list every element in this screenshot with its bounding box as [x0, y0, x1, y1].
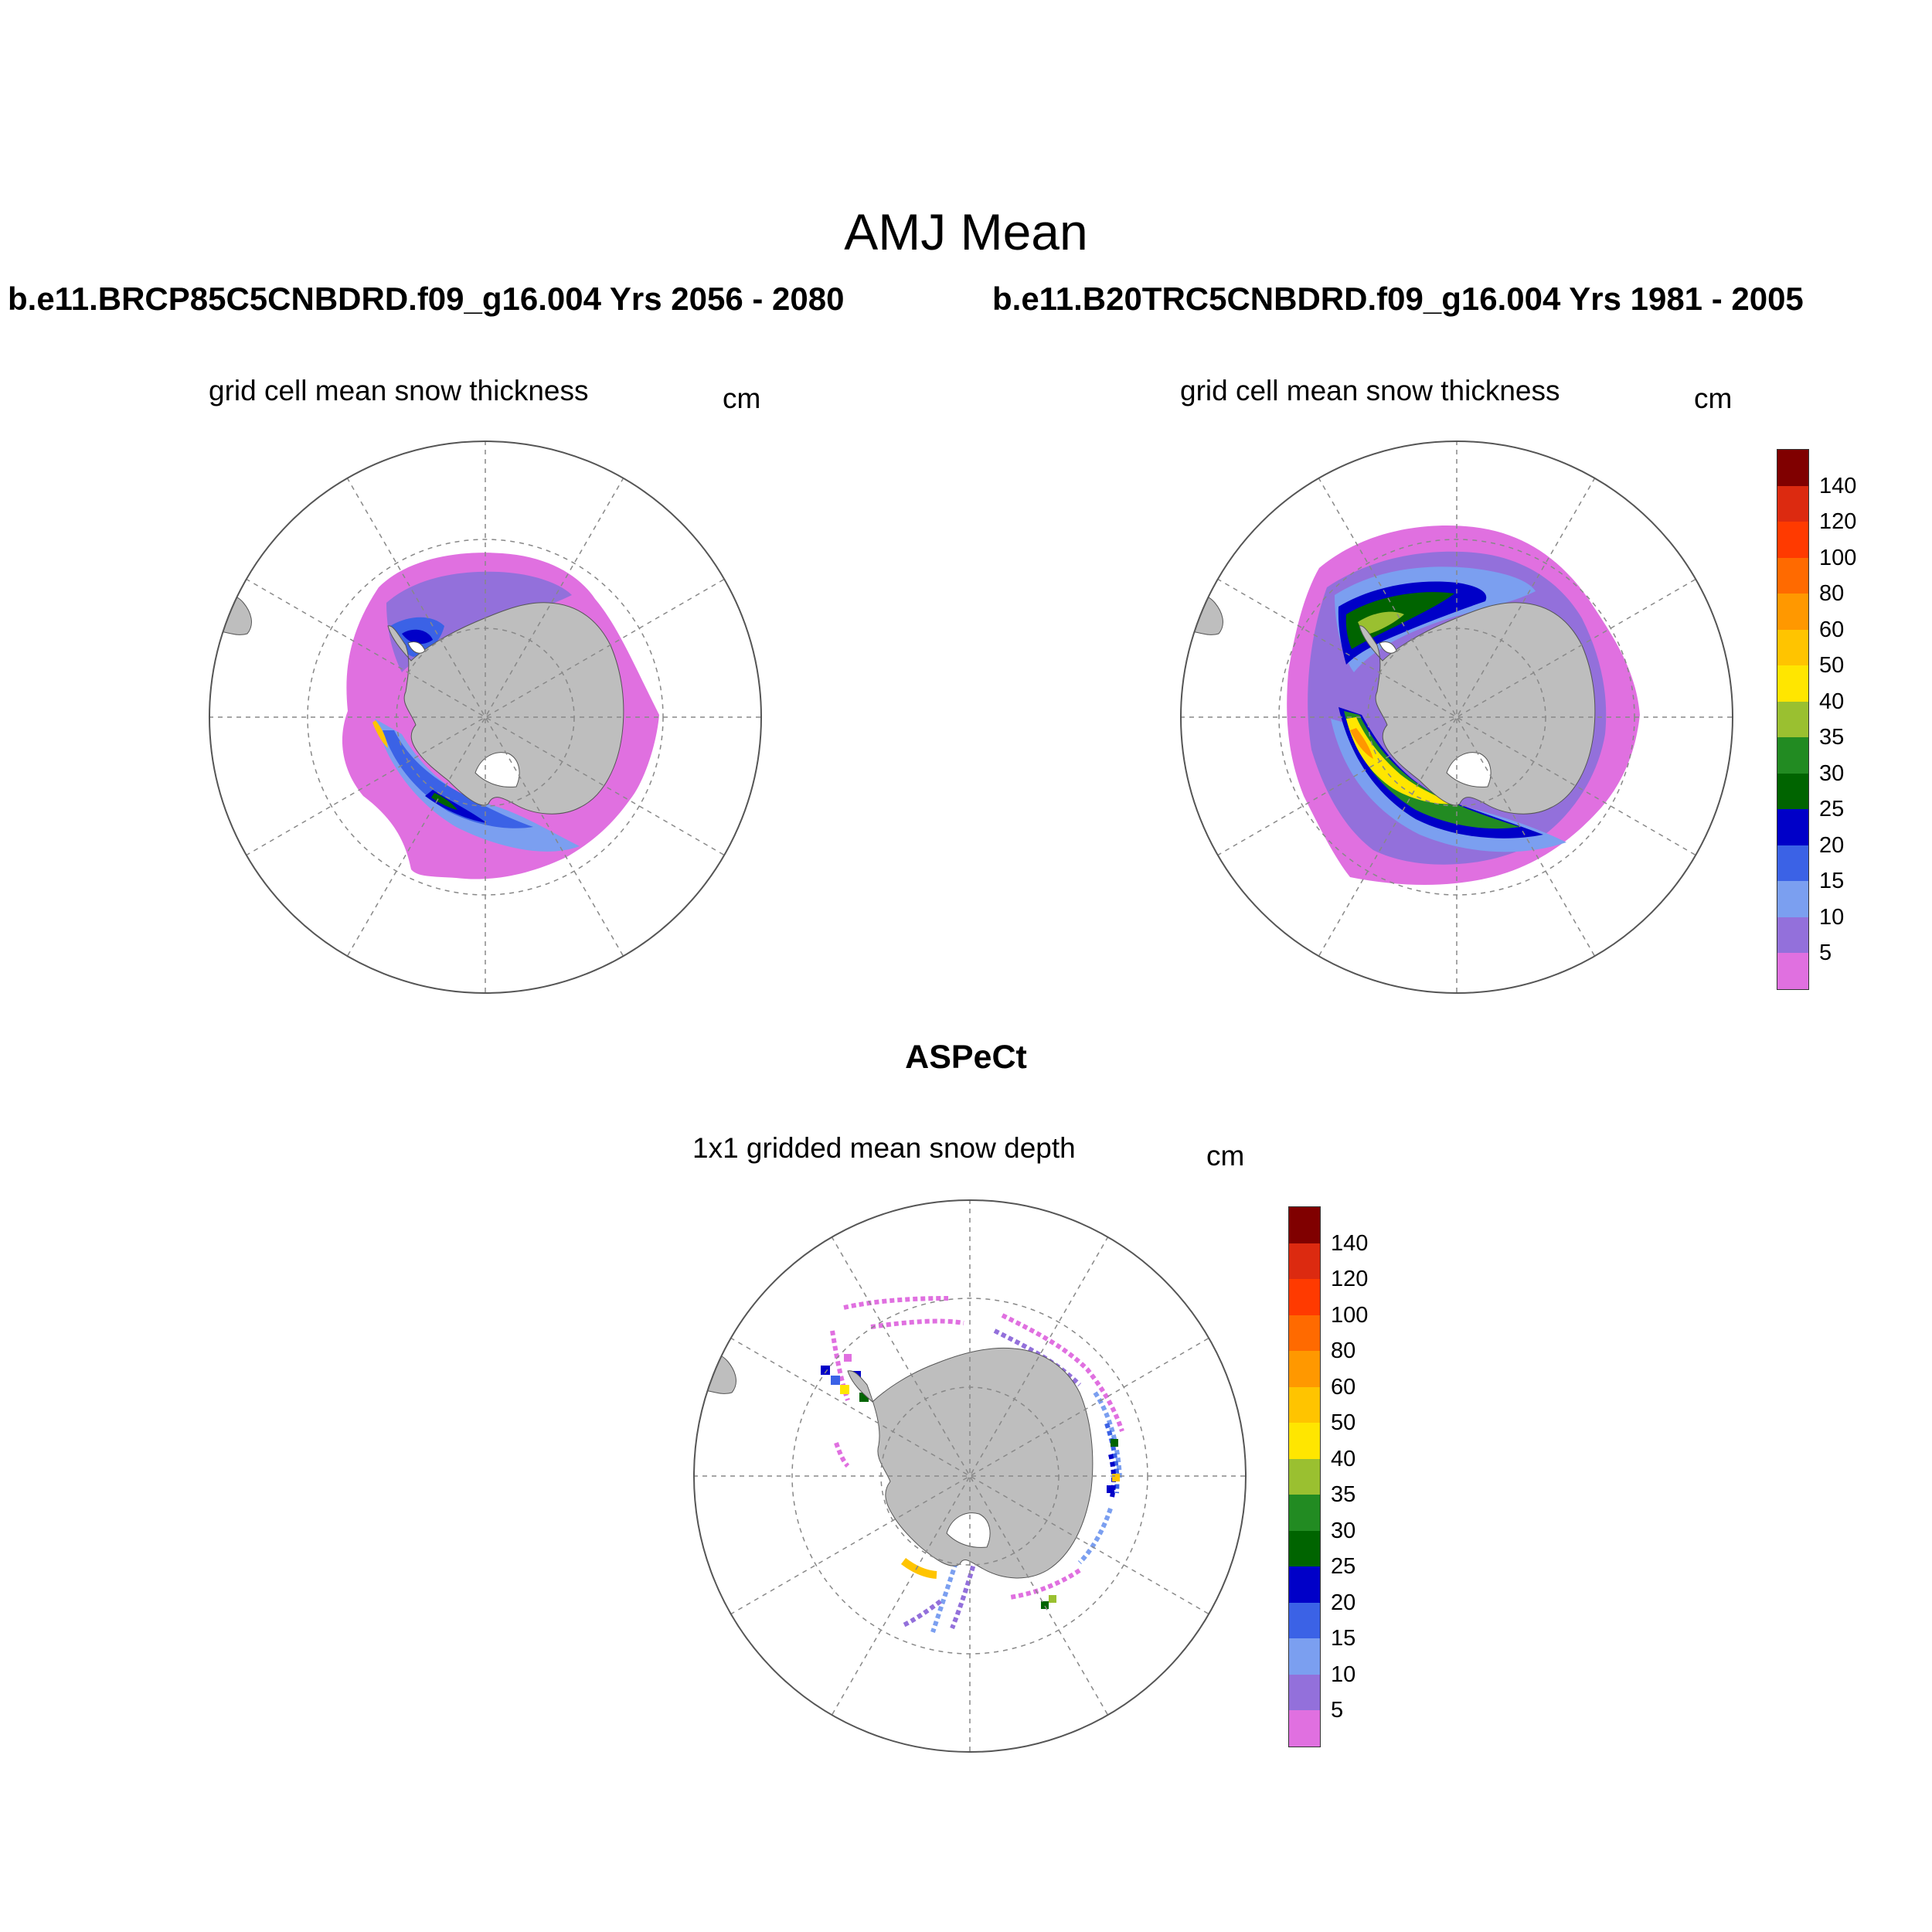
- ross-ice-shelf: [474, 752, 520, 787]
- colorbar-label: 35: [1819, 725, 1845, 750]
- colorbar-label: 15: [1819, 869, 1845, 893]
- snow-band-50cm: [372, 720, 388, 748]
- colorbar-label: 80: [1819, 581, 1845, 606]
- colorbar-swatch: [1777, 485, 1808, 522]
- colorbar-label: 25: [1819, 797, 1845, 821]
- colorbar-swatch: [1289, 1638, 1320, 1675]
- colorbar-swatch: [1289, 1351, 1320, 1387]
- colorbar-swatch: [1777, 917, 1808, 953]
- colorbar-label: 20: [1331, 1590, 1356, 1615]
- map-rcp85: [209, 440, 762, 994]
- colorbar-swatch: [1777, 557, 1808, 594]
- colorbar-top: 140 120 100 80 60 50 40 35 30 25 20 15 10 5: [1777, 449, 1856, 990]
- panel-rcp85-title: grid cell mean snow thickness: [209, 375, 589, 406]
- colorbar-swatch: [1289, 1566, 1320, 1603]
- right-run-label: b.e11.B20TRC5CNBDRD.f09_g16.004 Yrs 1981…: [992, 281, 1804, 317]
- colorbar-label: 120: [1819, 509, 1857, 534]
- colorbar-label: 10: [1331, 1662, 1356, 1687]
- ross-ice-shelf: [1446, 752, 1492, 787]
- colorbar-label: 100: [1819, 545, 1857, 570]
- panel-aspect-title: 1x1 gridded mean snow depth: [692, 1132, 1076, 1164]
- colorbar-label: 15: [1331, 1626, 1356, 1651]
- colorbar-swatch: [1777, 701, 1808, 737]
- colorbar-label: 35: [1331, 1482, 1356, 1507]
- snow-band-35cm: [1345, 592, 1454, 649]
- panel-historical-title: grid cell mean snow thickness: [1180, 375, 1560, 406]
- panel-historical-units: cm: [1694, 383, 1733, 414]
- colorbar-label: 80: [1331, 1338, 1356, 1363]
- colorbar-label: 140: [1331, 1230, 1369, 1256]
- colorbar-bottom: 140 120 100 80 60 50 40 35 30 25 20 15 10 5: [1288, 1206, 1368, 1747]
- snow-band-50cm: [1346, 717, 1454, 804]
- colorbar-label: 5: [1819, 940, 1832, 965]
- colorbar-swatch: [1289, 1710, 1320, 1747]
- colorbar-swatch: [1777, 953, 1808, 989]
- snow-band-30cm: [402, 629, 433, 645]
- colorbar-label: 5: [1331, 1698, 1344, 1723]
- colorbar-swatch: [1289, 1674, 1320, 1710]
- colorbar-label: 40: [1331, 1446, 1356, 1471]
- colorbar-label: 40: [1819, 689, 1845, 714]
- snow-band-40cm: [431, 793, 457, 810]
- colorbar-swatch: [1289, 1530, 1320, 1566]
- figure-title: AMJ Mean: [844, 203, 1088, 260]
- colorbar-swatch: [1289, 1423, 1320, 1459]
- colorbar-label: 30: [1331, 1518, 1356, 1543]
- weddell-shelf: [407, 641, 426, 654]
- weddell-shelf: [1379, 641, 1397, 654]
- panel-aspect-units: cm: [1206, 1140, 1245, 1172]
- snow-band-40cm: [1358, 611, 1404, 635]
- colorbar-swatch: [1777, 594, 1808, 630]
- panel-rcp85-units: cm: [723, 383, 761, 414]
- colorbar-swatch: [1777, 881, 1808, 917]
- snow-band-60cm: [1350, 728, 1373, 759]
- colorbar-swatch: [1289, 1602, 1320, 1638]
- map-aspect: [693, 1199, 1247, 1753]
- colorbar-swatch: [1777, 522, 1808, 558]
- antarctica-land: [387, 602, 624, 815]
- colorbar-swatch: [1289, 1458, 1320, 1495]
- colorbar-swatch: [1289, 1243, 1320, 1279]
- colorbar-label: 25: [1331, 1554, 1356, 1579]
- colorbar-swatch: [1289, 1315, 1320, 1351]
- colorbar-swatch: [1777, 450, 1808, 486]
- ross-ice-shelf: [946, 1512, 991, 1548]
- map-historical: [1180, 440, 1733, 994]
- colorbar-swatch: [1777, 629, 1808, 665]
- antarctica-land: [1359, 602, 1596, 815]
- colorbar-label: 60: [1819, 617, 1845, 642]
- obs-label: ASPeCt: [905, 1039, 1027, 1076]
- colorbar-swatch: [1777, 773, 1808, 809]
- observation-tracks: [830, 1296, 1124, 1633]
- colorbar-label: 140: [1819, 473, 1857, 498]
- colorbar-swatch: [1777, 845, 1808, 881]
- colorbar-label: 50: [1819, 653, 1845, 678]
- colorbar-label: 30: [1819, 760, 1845, 786]
- colorbar-label: 60: [1331, 1374, 1356, 1400]
- colorbar-swatch: [1289, 1495, 1320, 1531]
- colorbar-swatch: [1289, 1386, 1320, 1423]
- colorbar-swatch: [1777, 809, 1808, 845]
- colorbar-label: 120: [1331, 1267, 1369, 1291]
- colorbar-swatch: [1777, 665, 1808, 702]
- colorbar-swatch: [1777, 737, 1808, 774]
- colorbar-label: 10: [1819, 904, 1845, 930]
- colorbar-swatch: [1289, 1207, 1320, 1243]
- colorbar-label: 50: [1331, 1410, 1356, 1435]
- colorbar-label: 100: [1331, 1302, 1369, 1328]
- colorbar-swatch: [1289, 1279, 1320, 1315]
- left-run-label: b.e11.BRCP85C5CNBDRD.f09_g16.004 Yrs 205…: [8, 281, 845, 317]
- colorbar-label: 20: [1819, 832, 1845, 858]
